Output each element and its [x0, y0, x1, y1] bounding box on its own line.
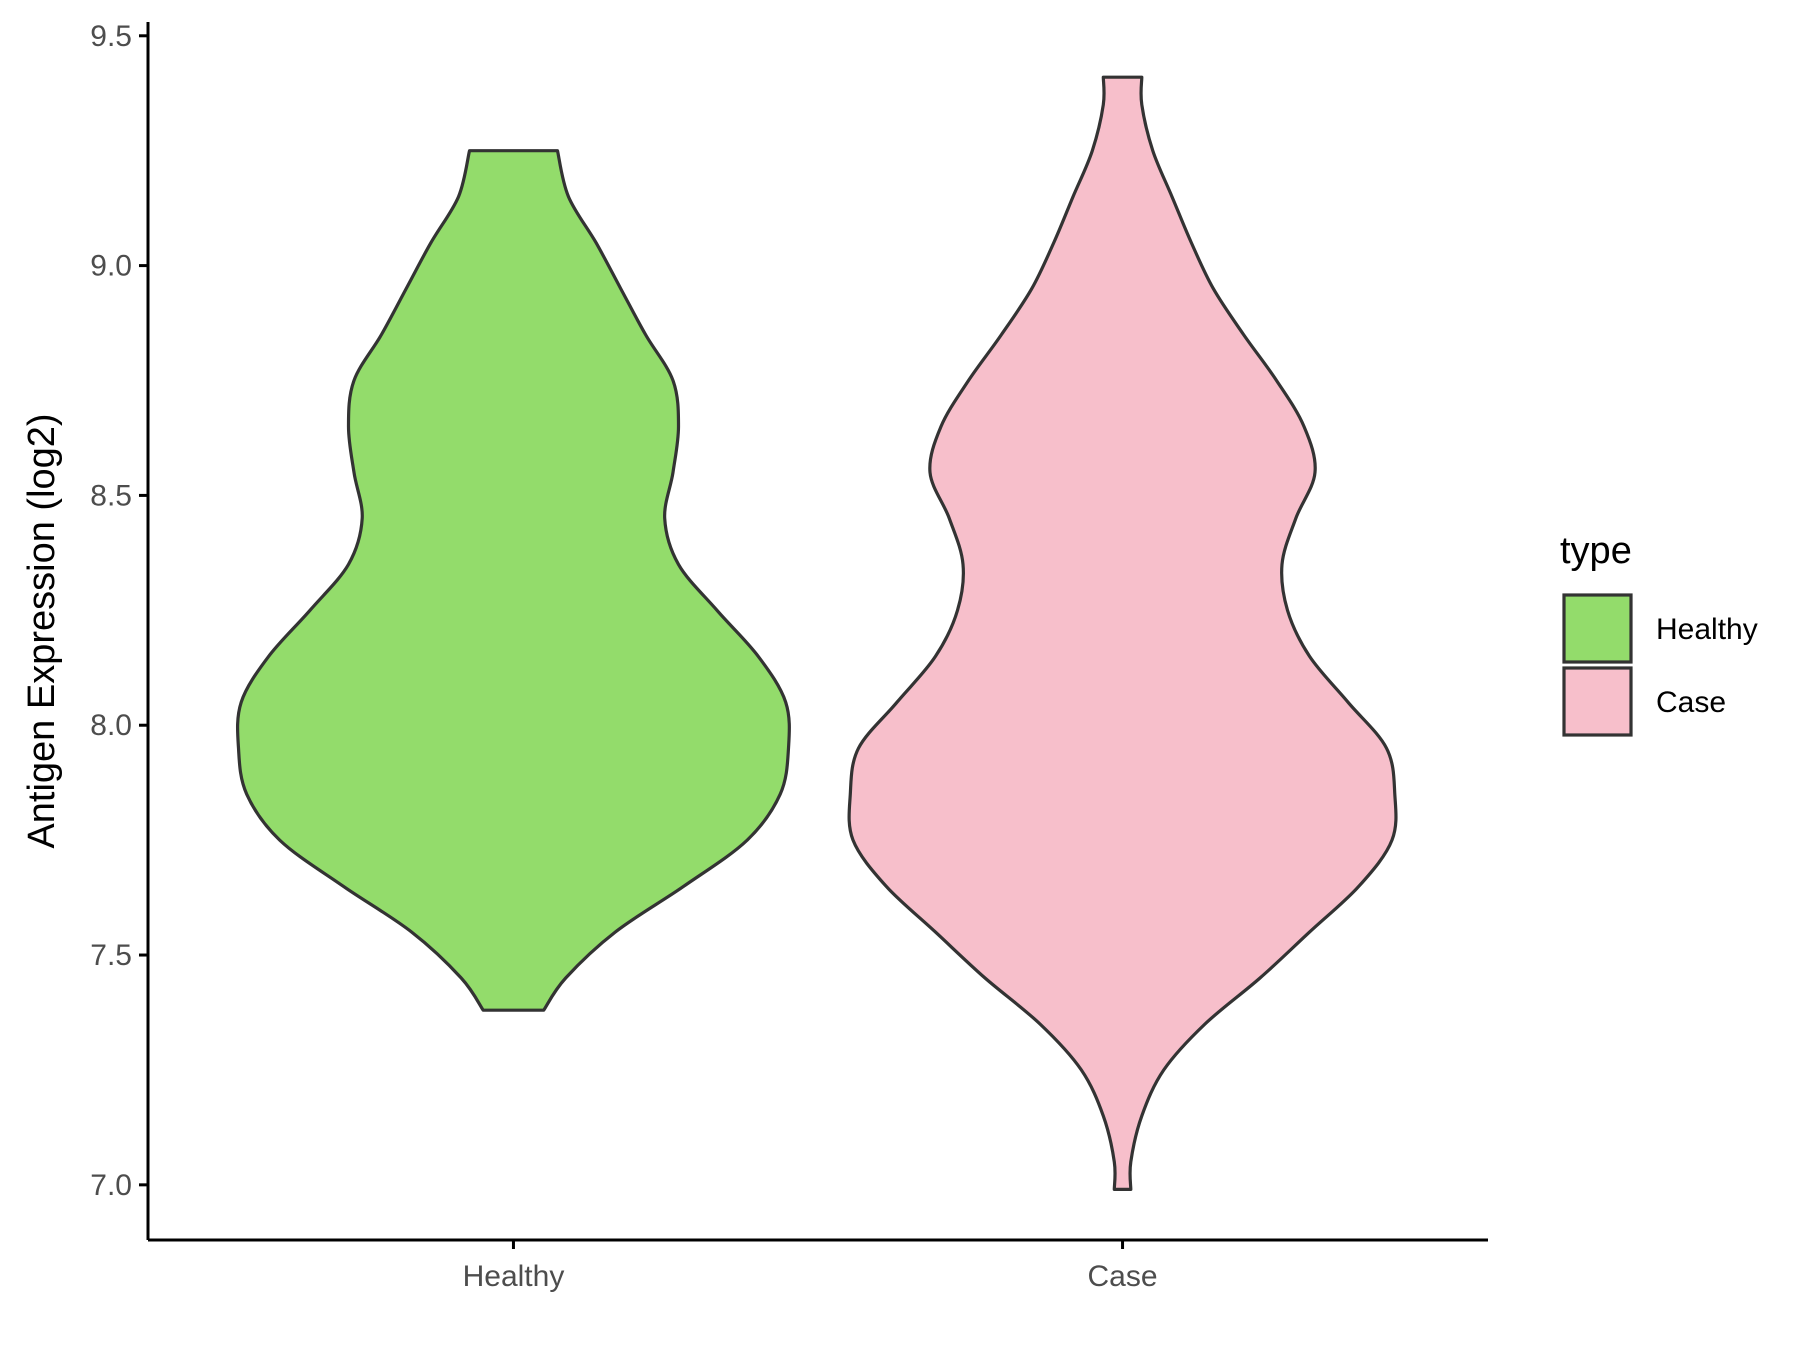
y-axis-title: Antigen Expression (log2) [21, 413, 63, 848]
violin-case [847, 75, 1398, 1191]
y-tick-label: 7.5 [90, 939, 132, 972]
x-tick-label: Case [1088, 1260, 1158, 1293]
violin-healthy [235, 149, 791, 1012]
legend-label-case: Case [1656, 686, 1726, 719]
x-ticks: Healthy Case [463, 1240, 1158, 1293]
y-tick-label: 9.5 [90, 20, 132, 53]
x-tick-label: Healthy [463, 1260, 565, 1293]
axes-layer: 7.0 7.5 8.0 8.5 9.0 9.5 Healthy Case [90, 20, 1488, 1293]
y-tick-label: 8.0 [90, 709, 132, 742]
y-tick-label: 9.0 [90, 250, 132, 283]
legend: type Healthy Case [1560, 530, 1758, 737]
legend-items: Healthy Case [1562, 593, 1758, 737]
y-ticks: 7.0 7.5 8.0 8.5 9.0 9.5 [90, 20, 148, 1202]
legend-key-healthy [1562, 593, 1633, 664]
legend-title: type [1560, 530, 1632, 572]
violin-layer [235, 75, 1398, 1191]
y-tick-label: 8.5 [90, 479, 132, 512]
y-tick-label: 7.0 [90, 1169, 132, 1202]
legend-key-case [1562, 666, 1633, 737]
legend-label-healthy: Healthy [1656, 613, 1758, 646]
